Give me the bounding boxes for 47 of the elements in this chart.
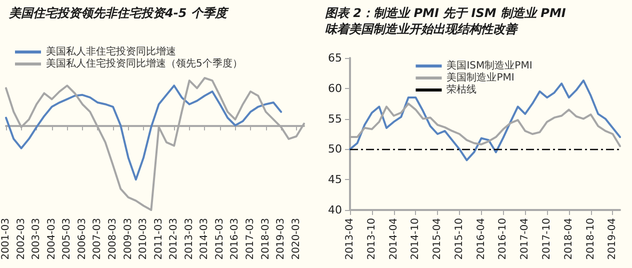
y-tick-label: 60 xyxy=(328,82,342,95)
x-tick-label: 2004-03 xyxy=(46,218,58,260)
y-tick-label: 45 xyxy=(328,173,342,186)
x-tick-label: 2014-03 xyxy=(199,218,210,260)
y-tick-label: 40 xyxy=(328,204,342,216)
x-tick-label: 2007-03 xyxy=(92,218,104,260)
x-tick-label: 2016-04 xyxy=(476,218,487,260)
x-tick-label: 2015-10 xyxy=(454,218,465,260)
legend-label: 美国私人非住宅投资同比增速 xyxy=(46,46,176,58)
x-tick-label: 2018-03 xyxy=(260,218,272,260)
x-tick-label: 2003-03 xyxy=(31,218,42,260)
x-tick-label: 2014-10 xyxy=(410,218,422,260)
x-tick-label: 2011-03 xyxy=(153,218,164,260)
legend-label: 美国私人住宅投资同比增速（领先5个季度） xyxy=(46,58,242,70)
x-tick-label: 2019-04 xyxy=(607,218,618,260)
legend-label: 荣枯线 xyxy=(446,84,477,96)
x-tick-label: 2018-04 xyxy=(563,218,574,260)
x-tick-label: 2017-03 xyxy=(245,218,256,260)
x-tick-label: 2018-10 xyxy=(585,218,596,260)
x-tick-label: 2016-03 xyxy=(230,218,241,260)
x-tick-label: 2001-03 xyxy=(0,218,12,260)
x-tick-label: 2013-03 xyxy=(184,218,195,260)
chart-subtitle: 味着美国制造业开始出现结构性改善 xyxy=(325,22,519,36)
x-tick-label: 2019-03 xyxy=(276,218,287,260)
x-tick-label: 2002-03 xyxy=(16,218,27,260)
x-tick-label: 2014-04 xyxy=(388,218,400,260)
x-tick-label: 2013-04 xyxy=(344,218,356,260)
legend-label: 美国ISM制造业PMI xyxy=(446,60,532,72)
x-tick-label: 2017-10 xyxy=(542,218,553,260)
x-tick-label: 2008-03 xyxy=(107,218,118,260)
x-tick-label: 2013-10 xyxy=(366,218,378,260)
x-tick-label: 2012-03 xyxy=(168,218,180,260)
x-tick-label: 2005-03 xyxy=(62,218,73,260)
x-tick-label: 2015-04 xyxy=(432,218,444,260)
x-tick-label: 2017-04 xyxy=(520,218,531,260)
legend-label: 美国制造业PMI xyxy=(446,72,514,84)
x-tick-label: 2016-10 xyxy=(498,218,509,260)
y-tick-label: 65 xyxy=(328,52,342,64)
x-tick-label: 2009-03 xyxy=(122,218,134,260)
y-tick-label: 50 xyxy=(328,142,342,156)
x-tick-label: 2010-03 xyxy=(138,218,150,260)
x-tick-label: 2015-03 xyxy=(214,218,226,260)
x-tick-label: 2020-03 xyxy=(290,218,302,260)
chart-title: 美国住宅投资领先非住宅投资4-5 个季度 xyxy=(8,6,229,20)
chart-title: 图表 2：制造业 PMI 先于 ISM 制造业 PMI xyxy=(325,6,566,20)
x-tick-label: 2006-03 xyxy=(76,218,88,260)
y-tick-label: 55 xyxy=(328,112,342,126)
